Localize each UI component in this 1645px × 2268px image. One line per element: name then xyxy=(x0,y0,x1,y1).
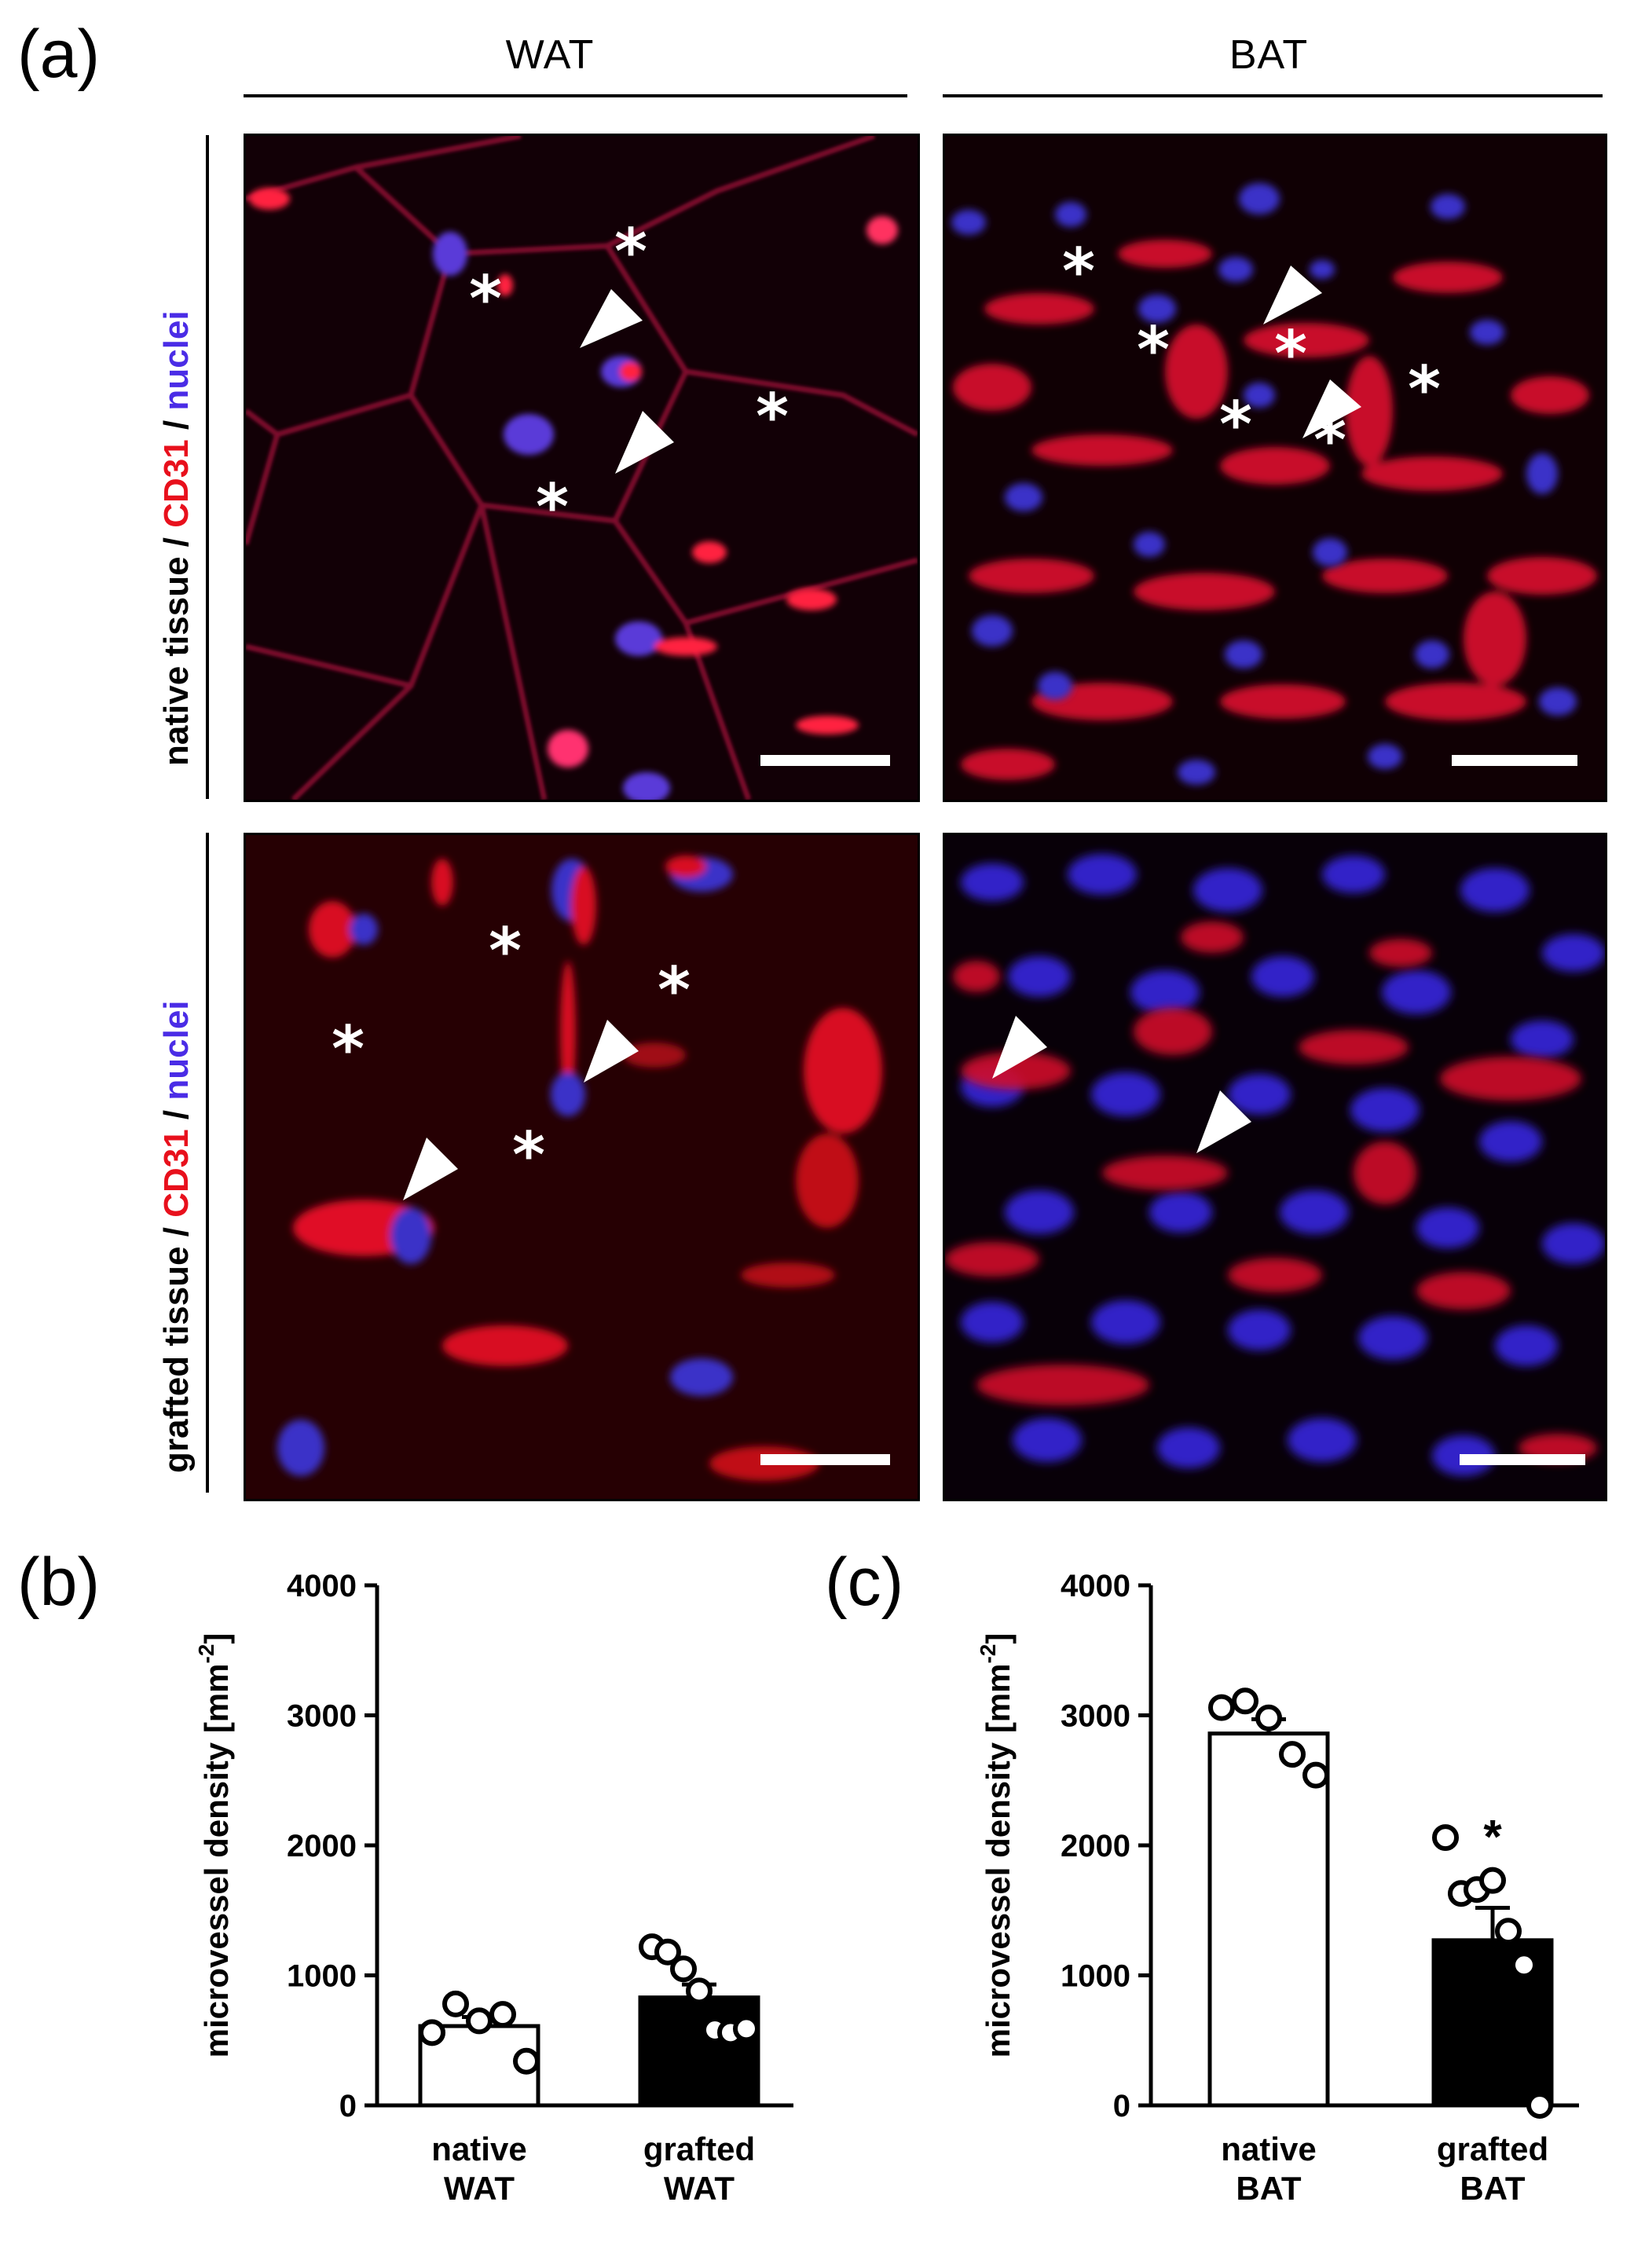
row-label-native-text: native tissue xyxy=(157,556,196,766)
svg-text:*: * xyxy=(489,914,522,987)
x-category-label: grafted xyxy=(643,2131,755,2167)
data-point xyxy=(466,2007,493,2035)
y-axis-label: microvessel density [mm-2] xyxy=(976,1633,1017,2058)
y-axis-label-main: microvessel density [mm xyxy=(198,1664,235,2058)
x-category-label: native xyxy=(431,2131,526,2167)
data-point xyxy=(1495,1918,1522,1945)
row-label-native-sep1: / xyxy=(157,527,196,557)
data-point xyxy=(513,2047,540,2075)
x-category-label: WAT xyxy=(664,2170,735,2207)
y-axis-label-sup: -2 xyxy=(976,1644,1000,1664)
data-point xyxy=(686,1977,713,2005)
data-point xyxy=(1208,1694,1235,1721)
svg-text:*: * xyxy=(469,262,502,335)
data-point xyxy=(1479,1867,1506,1894)
svg-text:*: * xyxy=(1137,313,1170,387)
svg-text:*: * xyxy=(1219,388,1252,461)
row-rule-native xyxy=(206,135,209,799)
row-label-grafted-cd31: CD31 xyxy=(157,1129,196,1218)
panel-label-a: (a) xyxy=(17,16,101,92)
column-rule-bat xyxy=(943,94,1603,97)
bar-chart-bat: 0 1000 2000 3000 4000 microvessel density [mm… xyxy=(976,1569,1579,2207)
bar xyxy=(638,1995,760,2108)
y-tick-label: 1000 xyxy=(1061,1959,1130,1994)
svg-text:*: * xyxy=(512,1119,545,1192)
data-point xyxy=(654,1938,681,1966)
x-category-label: native xyxy=(1221,2131,1316,2167)
data-point xyxy=(1526,2092,1553,2119)
data-point xyxy=(1302,1761,1329,1789)
panel-label-b: (b) xyxy=(17,1544,101,1620)
micrograph-grafted-wat: * * * * xyxy=(244,833,920,1501)
panel-label-c: (c) xyxy=(825,1544,904,1620)
row-label-native: native tissue / CD31 / nuclei xyxy=(157,310,196,766)
bar xyxy=(1207,1731,1330,2108)
y-axis-label-main: microvessel density [mm xyxy=(980,1664,1017,2058)
data-point xyxy=(1432,1824,1459,1852)
data-point xyxy=(733,2015,760,2043)
y-tick-label: 3000 xyxy=(1061,1699,1130,1734)
row-label-grafted-nuclei: nuclei xyxy=(157,1000,196,1101)
svg-text:*: * xyxy=(1408,353,1441,426)
x-category-label: BAT xyxy=(1236,2170,1302,2207)
data-point xyxy=(670,1955,697,1983)
data-point xyxy=(489,2001,516,2028)
bar-chart-wat: 0 1000 2000 3000 4000 microvessel density [mm… xyxy=(194,1569,793,2207)
micrograph-grafted-bat xyxy=(943,833,1607,1501)
y-tick-label: 0 xyxy=(339,2089,357,2123)
row-rule-grafted xyxy=(206,833,209,1493)
y-axis-label-sup: -2 xyxy=(194,1644,218,1664)
micrograph-native-bat: * * * * * * xyxy=(943,134,1607,802)
svg-text:*: * xyxy=(536,471,569,544)
column-rule-wat xyxy=(244,94,907,97)
svg-text:*: * xyxy=(756,380,789,453)
y-axis-label: microvessel density [mm-2] xyxy=(194,1633,235,2058)
x-category-label: grafted xyxy=(1437,2131,1548,2167)
row-label-native-nuclei: nuclei xyxy=(157,310,196,411)
data-point xyxy=(442,1990,469,2017)
row-label-grafted-sep1: / xyxy=(157,1217,196,1247)
data-point xyxy=(1255,1704,1282,1731)
row-label-native-sep2: / xyxy=(157,410,196,440)
y-tick-label: 2000 xyxy=(1061,1829,1130,1863)
micrograph-native-wat: * * * * xyxy=(244,134,920,802)
row-label-native-cd31: CD31 xyxy=(157,439,196,528)
row-label-grafted-text: grafted tissue xyxy=(157,1246,196,1473)
y-tick-label: 0 xyxy=(1113,2089,1130,2123)
y-tick-label: 4000 xyxy=(287,1569,357,1603)
row-label-grafted: grafted tissue / CD31 / nuclei xyxy=(157,1000,196,1473)
x-category-label: WAT xyxy=(444,2170,515,2207)
data-point xyxy=(419,2019,445,2046)
y-tick-label: 2000 xyxy=(287,1829,357,1863)
data-point xyxy=(1511,1951,1537,1979)
svg-text:*: * xyxy=(658,954,691,1027)
svg-text:*: * xyxy=(1274,317,1307,390)
chart-plot: 0 1000 2000 3000 4000 microvessel density [mm… xyxy=(194,1569,793,2207)
column-header-bat: BAT xyxy=(1229,32,1309,78)
data-point xyxy=(1279,1741,1306,1768)
data-point xyxy=(1232,1687,1258,1715)
y-tick-label: 3000 xyxy=(287,1699,357,1734)
y-tick-label: 4000 xyxy=(1061,1569,1130,1603)
significance-marker: * xyxy=(1483,1810,1502,1863)
row-label-grafted-sep2: / xyxy=(157,1100,196,1130)
svg-text:*: * xyxy=(332,1013,365,1086)
y-axis-label-close: ] xyxy=(198,1633,235,1644)
svg-text:*: * xyxy=(1062,235,1095,308)
y-tick-label: 1000 xyxy=(287,1959,357,1994)
chart-plot: 0 1000 2000 3000 4000 microvessel density [mm… xyxy=(976,1569,1579,2207)
svg-text:*: * xyxy=(614,215,647,288)
y-axis-label-close: ] xyxy=(980,1633,1017,1644)
x-category-label: BAT xyxy=(1460,2170,1526,2207)
column-header-wat: WAT xyxy=(505,32,595,78)
